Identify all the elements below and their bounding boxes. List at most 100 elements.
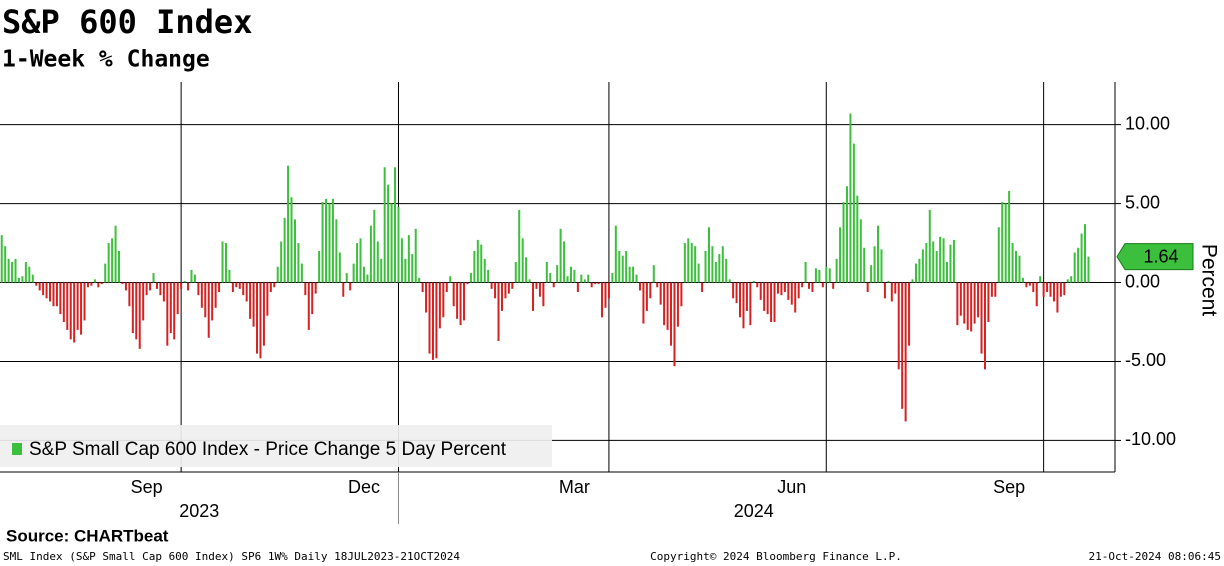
bar	[911, 279, 914, 283]
x-tick-label: Dec	[348, 477, 380, 497]
bar	[121, 282, 124, 285]
y-tick-label: 10.00	[1125, 113, 1170, 133]
bar	[83, 282, 86, 321]
bar	[556, 265, 559, 283]
bar	[525, 257, 528, 283]
bar	[1018, 255, 1021, 283]
bar	[466, 282, 469, 285]
bar	[500, 282, 503, 311]
bar	[1056, 282, 1059, 313]
bar	[690, 243, 693, 283]
bar	[818, 269, 821, 283]
footer-left: SML Index (S&P Small Cap 600 Index) SP6 …	[3, 550, 460, 563]
bar	[342, 282, 345, 297]
bar	[925, 243, 928, 283]
footer-right: 21-Oct-2024 08:06:45	[1089, 550, 1221, 563]
bar	[549, 273, 552, 283]
bar	[763, 282, 766, 311]
bar	[176, 282, 179, 315]
bar	[1035, 282, 1038, 307]
bar	[200, 282, 203, 308]
bar	[76, 282, 79, 330]
bar	[145, 282, 148, 296]
bar	[1077, 247, 1080, 283]
bar	[235, 282, 238, 288]
bar	[811, 282, 814, 292]
bar	[166, 282, 169, 346]
bar	[890, 282, 893, 302]
bar	[352, 263, 355, 283]
bar	[559, 228, 562, 283]
bar	[697, 263, 700, 283]
source: Source: CHARTbeat	[6, 526, 169, 545]
bar	[276, 266, 279, 283]
bar	[414, 228, 417, 283]
bar	[970, 282, 973, 332]
bar	[142, 282, 145, 321]
bar	[42, 282, 45, 296]
bar	[483, 258, 486, 283]
bar	[828, 268, 831, 283]
bar	[914, 263, 917, 283]
bar	[249, 282, 252, 319]
bar	[538, 282, 541, 297]
bar	[459, 282, 462, 326]
bar	[180, 282, 183, 289]
bar	[952, 239, 955, 283]
bar	[946, 262, 949, 283]
x-tick-label: Sep	[993, 477, 1025, 497]
bar	[897, 282, 900, 370]
bar	[614, 225, 617, 283]
bar	[380, 258, 383, 283]
bar	[449, 276, 452, 283]
year-label: 2024	[734, 501, 774, 521]
bar	[580, 274, 583, 283]
bar	[369, 225, 372, 283]
bar	[1032, 282, 1035, 292]
bar	[35, 282, 38, 286]
bar	[825, 266, 828, 283]
bar	[607, 282, 610, 299]
y-tick-label: -5.00	[1125, 350, 1166, 370]
bar	[1011, 243, 1014, 283]
bar	[776, 282, 779, 294]
bar	[14, 258, 17, 283]
bar	[356, 243, 359, 283]
last-value-label: 1.64	[1143, 246, 1178, 266]
bar	[55, 282, 58, 307]
bar	[566, 276, 569, 283]
bar	[49, 282, 52, 302]
bar	[390, 203, 393, 283]
bar	[752, 280, 755, 283]
bar	[766, 282, 769, 315]
bar	[780, 282, 783, 296]
bar	[735, 282, 738, 304]
bar	[11, 262, 14, 283]
y-tick-label: 0.00	[1125, 271, 1160, 291]
bar	[590, 282, 593, 288]
bar	[573, 269, 576, 283]
bar	[1059, 282, 1062, 297]
bar	[883, 282, 886, 299]
bar	[859, 219, 862, 283]
bar	[594, 282, 597, 285]
bar	[169, 282, 172, 334]
bar	[1073, 252, 1076, 283]
bar	[621, 255, 624, 283]
bar	[963, 282, 966, 324]
bar	[821, 282, 824, 288]
bar	[808, 282, 811, 289]
footer-center: Copyright© 2024 Bloomberg Finance L.P.	[650, 550, 902, 563]
bar	[287, 165, 290, 283]
x-tick-label: Mar	[559, 477, 590, 497]
bar	[218, 282, 221, 292]
bar	[839, 227, 842, 283]
bar	[604, 282, 607, 308]
bar	[1025, 282, 1028, 288]
bar	[138, 282, 141, 349]
bar	[1046, 282, 1049, 292]
bar	[1039, 276, 1042, 283]
bar	[1004, 203, 1007, 283]
bar	[959, 282, 962, 316]
